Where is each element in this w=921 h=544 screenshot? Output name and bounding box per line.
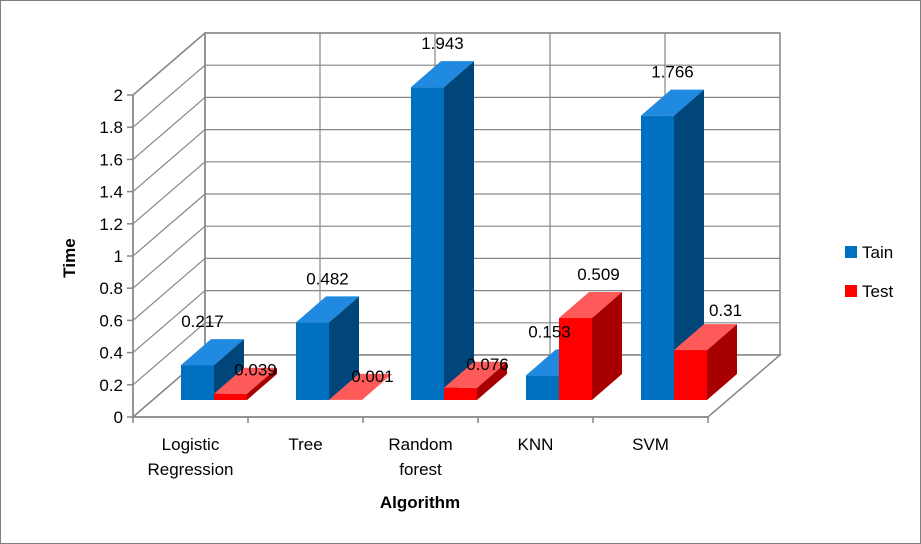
y-tick-label: 0 bbox=[114, 408, 123, 427]
data-label-test: 0.31 bbox=[709, 301, 742, 320]
bar-top bbox=[411, 61, 474, 88]
bar-front bbox=[674, 350, 707, 400]
axes bbox=[127, 94, 709, 423]
bar-side bbox=[477, 361, 507, 400]
bar-tain-random-forest bbox=[411, 61, 474, 400]
bar-side bbox=[707, 324, 737, 400]
bar-front bbox=[559, 318, 592, 400]
x-category-label: Tree bbox=[288, 435, 322, 454]
gridline-side bbox=[132, 32, 206, 96]
x-category-knn: KNN bbox=[518, 435, 554, 454]
data-label-tain: 0.482 bbox=[306, 269, 349, 288]
y-tick-label: 1.4 bbox=[99, 183, 123, 202]
legend-swatch-test bbox=[845, 285, 857, 297]
gridline-side bbox=[132, 193, 206, 257]
x-category-svm: SVM bbox=[632, 435, 669, 454]
bar-test-random-forest bbox=[444, 361, 507, 400]
x-category-tree: Tree bbox=[288, 435, 322, 454]
bar-front bbox=[214, 393, 247, 400]
bar-test-knn bbox=[559, 292, 622, 400]
gridline-side bbox=[132, 290, 206, 354]
y-tick-label: 0.4 bbox=[99, 344, 123, 363]
y-tick-label: 0.2 bbox=[99, 376, 123, 395]
bar-side bbox=[592, 292, 622, 400]
data-label-test: 0.509 bbox=[577, 265, 620, 284]
legend-label-tain: Tain bbox=[862, 243, 893, 262]
bar-tain-svm bbox=[641, 89, 704, 400]
bar-top bbox=[641, 89, 704, 116]
y-tick-label: 0.8 bbox=[99, 279, 123, 298]
y-tick-label: 2 bbox=[114, 86, 123, 105]
data-label-tain: 1.943 bbox=[421, 34, 464, 53]
bar-top bbox=[329, 373, 392, 400]
gridline-side bbox=[132, 257, 206, 321]
gridline-side bbox=[132, 161, 206, 225]
gridline-side bbox=[132, 225, 206, 289]
bar-test-svm bbox=[674, 324, 737, 400]
y-tick-labels: 0 0.2 0.4 0.6 0.8 1 1.2 1.4 1.6 1.8 2 bbox=[99, 86, 123, 427]
x-category-label: Random bbox=[388, 435, 452, 454]
y-tick-label: 1.2 bbox=[99, 215, 123, 234]
gridline-side bbox=[132, 64, 206, 128]
legend: Tain Test bbox=[845, 243, 893, 301]
bar-front bbox=[411, 87, 444, 400]
x-category-label: forest bbox=[399, 460, 442, 479]
x-category-label: Regression bbox=[148, 460, 234, 479]
bar-tain-tree bbox=[296, 296, 359, 400]
data-label-test: 0.076 bbox=[466, 355, 509, 374]
bar-top bbox=[674, 324, 737, 351]
data-labels: 0.217 0.039 0.482 0.001 1.943 0.076 0.153 0.509… bbox=[181, 34, 742, 386]
bar-side bbox=[247, 367, 277, 400]
y-tick-label: 1.8 bbox=[99, 118, 123, 137]
bar-front bbox=[526, 375, 559, 400]
bar-top bbox=[444, 361, 507, 388]
data-label-test: 0.039 bbox=[234, 361, 277, 380]
bar-side bbox=[444, 61, 474, 400]
bar-side bbox=[674, 89, 704, 400]
bar-front bbox=[444, 387, 477, 400]
data-label-tain: 0.217 bbox=[181, 312, 224, 331]
y-tick-label: 0.6 bbox=[99, 311, 123, 330]
y-tick-label: 1.6 bbox=[99, 150, 123, 169]
bar-test-tree bbox=[329, 373, 392, 400]
legend-label-test: Test bbox=[862, 282, 893, 301]
x-axis-title: Algorithm bbox=[380, 493, 460, 512]
bar-front bbox=[296, 322, 329, 400]
x-category-label: SVM bbox=[632, 435, 669, 454]
legend-item-test: Test bbox=[845, 282, 893, 301]
gridline-side bbox=[132, 129, 206, 193]
data-label-tain: 1.766 bbox=[651, 63, 694, 82]
bar-front bbox=[181, 365, 214, 400]
y-axis-title: Time bbox=[60, 238, 79, 277]
bar-test-logistic-regression bbox=[214, 367, 277, 400]
bar-side bbox=[362, 373, 392, 400]
bars bbox=[181, 61, 737, 400]
x-category-random-forest: Random forest bbox=[388, 435, 452, 479]
bar-front bbox=[641, 115, 674, 400]
legend-swatch-tain bbox=[845, 246, 857, 258]
x-category-label: KNN bbox=[518, 435, 554, 454]
bar-tain-logistic-regression bbox=[181, 339, 244, 400]
bar-top bbox=[214, 367, 277, 394]
x-category-logistic-regression: Logistic Regression bbox=[148, 435, 234, 479]
bar-top bbox=[181, 339, 244, 366]
data-label-tain: 0.153 bbox=[528, 322, 571, 341]
bar-side bbox=[329, 296, 359, 400]
data-label-test: 0.001 bbox=[351, 367, 394, 386]
gridline-side bbox=[132, 96, 206, 160]
x-category-label: Logistic bbox=[162, 435, 220, 454]
bar-top bbox=[296, 296, 359, 323]
gridline-side bbox=[132, 322, 206, 386]
bar-side bbox=[214, 339, 244, 400]
y-tick-label: 1 bbox=[114, 247, 123, 266]
bar-top bbox=[559, 292, 622, 319]
legend-item-tain: Tain bbox=[845, 243, 893, 262]
x-category-labels: Logistic Regression Tree Random forest KNN SVM bbox=[148, 435, 669, 479]
